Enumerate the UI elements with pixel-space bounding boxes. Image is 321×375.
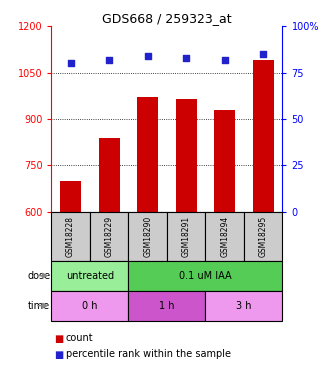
Text: GSM18290: GSM18290 xyxy=(143,216,152,257)
Text: GSM18291: GSM18291 xyxy=(182,216,191,257)
Bar xyxy=(205,212,244,261)
Bar xyxy=(60,181,81,212)
Bar xyxy=(128,261,282,291)
Bar xyxy=(214,110,235,212)
Text: time: time xyxy=(28,301,50,310)
Point xyxy=(261,51,266,57)
Title: GDS668 / 259323_at: GDS668 / 259323_at xyxy=(102,12,232,25)
Bar xyxy=(244,212,282,261)
Point xyxy=(107,57,112,63)
Text: ■: ■ xyxy=(55,350,64,360)
Bar xyxy=(253,60,274,212)
Bar xyxy=(176,99,197,212)
Text: percentile rank within the sample: percentile rank within the sample xyxy=(66,349,231,359)
Text: ■: ■ xyxy=(55,334,64,344)
Text: count: count xyxy=(66,333,93,343)
Bar xyxy=(51,291,128,321)
Text: untreated: untreated xyxy=(66,271,114,280)
Text: GSM18229: GSM18229 xyxy=(105,216,114,257)
Bar xyxy=(99,138,120,212)
Point xyxy=(145,53,150,59)
Point xyxy=(222,57,227,63)
Text: GSM18295: GSM18295 xyxy=(259,216,268,257)
Text: GSM18294: GSM18294 xyxy=(220,216,229,257)
Text: 0.1 uM IAA: 0.1 uM IAA xyxy=(179,271,232,280)
Text: 3 h: 3 h xyxy=(236,301,252,310)
Bar xyxy=(51,212,90,261)
Text: 1 h: 1 h xyxy=(159,301,175,310)
Text: GSM18228: GSM18228 xyxy=(66,216,75,257)
Text: 0 h: 0 h xyxy=(82,301,98,310)
Bar xyxy=(205,291,282,321)
Bar xyxy=(90,212,128,261)
Text: dose: dose xyxy=(27,271,50,280)
Point xyxy=(68,60,73,66)
Point xyxy=(184,55,189,61)
Bar xyxy=(128,212,167,261)
Bar xyxy=(51,261,128,291)
Bar xyxy=(128,291,205,321)
Bar xyxy=(137,98,158,212)
Bar xyxy=(167,212,205,261)
